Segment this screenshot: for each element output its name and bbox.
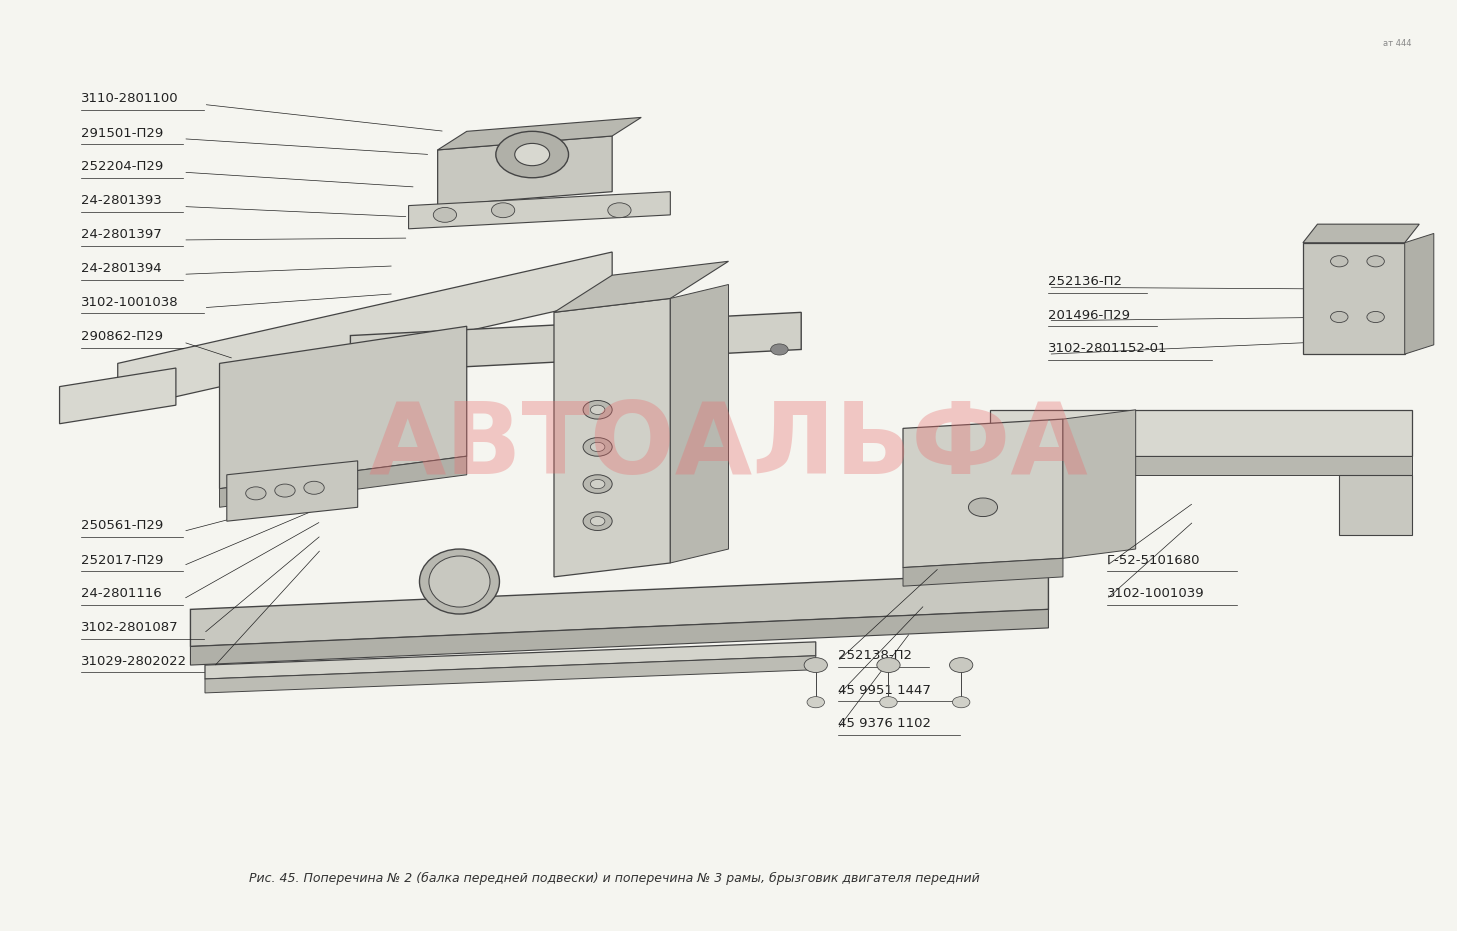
- Text: 24-2801397: 24-2801397: [82, 228, 162, 241]
- Text: ат 444: ат 444: [1384, 38, 1412, 47]
- Text: 45 9951 1447: 45 9951 1447: [838, 683, 931, 696]
- Text: 24-2801116: 24-2801116: [82, 587, 162, 600]
- Polygon shape: [991, 410, 1412, 456]
- Circle shape: [1367, 256, 1384, 267]
- Polygon shape: [220, 456, 466, 507]
- Text: 252017-П29: 252017-П29: [82, 554, 163, 567]
- Polygon shape: [227, 461, 357, 521]
- Text: 51-2403042-Б: 51-2403042-Б: [605, 331, 699, 344]
- Text: 250561-П29: 250561-П29: [82, 519, 163, 533]
- Circle shape: [514, 143, 549, 166]
- Circle shape: [969, 498, 998, 517]
- Circle shape: [877, 657, 900, 672]
- Text: АВТОАЛЬФА: АВТОАЛЬФА: [369, 398, 1088, 495]
- Text: 291501-П29: 291501-П29: [82, 127, 163, 140]
- Polygon shape: [903, 559, 1064, 587]
- Circle shape: [583, 438, 612, 456]
- Text: 252138-П2: 252138-П2: [838, 649, 912, 662]
- Ellipse shape: [420, 549, 500, 614]
- Polygon shape: [1405, 234, 1434, 354]
- Circle shape: [495, 131, 568, 178]
- Text: 45 9376 1102: 45 9376 1102: [838, 717, 931, 730]
- Circle shape: [1367, 311, 1384, 322]
- Polygon shape: [903, 419, 1064, 568]
- Text: 201496-П29: 201496-П29: [1049, 309, 1131, 321]
- Circle shape: [1330, 311, 1348, 322]
- Polygon shape: [191, 573, 1049, 646]
- Polygon shape: [437, 117, 641, 150]
- Text: 3102-2801152-01: 3102-2801152-01: [1049, 342, 1169, 355]
- Circle shape: [807, 696, 825, 708]
- Circle shape: [590, 442, 605, 452]
- Polygon shape: [205, 655, 816, 693]
- Polygon shape: [554, 299, 670, 577]
- Text: 24-2801394: 24-2801394: [82, 263, 162, 276]
- Circle shape: [583, 475, 612, 493]
- Circle shape: [804, 657, 828, 672]
- Circle shape: [590, 405, 605, 414]
- Circle shape: [590, 479, 605, 489]
- Circle shape: [771, 344, 788, 355]
- Text: 24-2801393: 24-2801393: [82, 195, 162, 208]
- Text: 252204-П29: 252204-П29: [82, 160, 163, 173]
- Ellipse shape: [428, 556, 490, 607]
- Polygon shape: [1339, 475, 1412, 535]
- Circle shape: [433, 208, 456, 223]
- Polygon shape: [60, 368, 176, 424]
- Circle shape: [275, 484, 296, 497]
- Polygon shape: [991, 456, 1412, 475]
- Text: 3102-2801087: 3102-2801087: [82, 621, 179, 634]
- Text: 3102-1001039: 3102-1001039: [1107, 587, 1205, 600]
- Circle shape: [608, 203, 631, 218]
- Circle shape: [590, 517, 605, 526]
- Text: Рис. 45. Поперечина № 2 (балка передней подвески) и поперечина № 3 рамы, брызгов: Рис. 45. Поперечина № 2 (балка передней …: [249, 872, 979, 885]
- Circle shape: [583, 512, 612, 531]
- Polygon shape: [1303, 224, 1419, 243]
- Text: 252137-П2: 252137-П2: [605, 364, 679, 377]
- Polygon shape: [408, 192, 670, 229]
- Polygon shape: [118, 252, 612, 410]
- Circle shape: [953, 696, 970, 708]
- Polygon shape: [1064, 410, 1135, 559]
- Text: 250515-П29: 250515-П29: [605, 398, 688, 411]
- Polygon shape: [350, 312, 801, 372]
- Circle shape: [1330, 256, 1348, 267]
- Circle shape: [950, 657, 973, 672]
- Circle shape: [583, 400, 612, 419]
- Circle shape: [246, 487, 267, 500]
- Polygon shape: [191, 610, 1049, 665]
- Text: Г-52-5101680: Г-52-5101680: [1107, 554, 1201, 567]
- Text: 31029-2802022: 31029-2802022: [82, 654, 188, 668]
- Polygon shape: [220, 326, 466, 489]
- Polygon shape: [670, 285, 728, 563]
- Text: 290862-П29: 290862-П29: [82, 330, 163, 343]
- Text: 3102-1001038: 3102-1001038: [82, 296, 179, 309]
- Circle shape: [491, 203, 514, 218]
- Circle shape: [305, 481, 325, 494]
- Polygon shape: [1303, 243, 1405, 354]
- Text: 3110-2801100: 3110-2801100: [82, 92, 179, 105]
- Circle shape: [880, 696, 898, 708]
- Polygon shape: [554, 262, 728, 312]
- Polygon shape: [437, 136, 612, 206]
- Text: 252136-П2: 252136-П2: [1049, 276, 1122, 289]
- Polygon shape: [205, 641, 816, 679]
